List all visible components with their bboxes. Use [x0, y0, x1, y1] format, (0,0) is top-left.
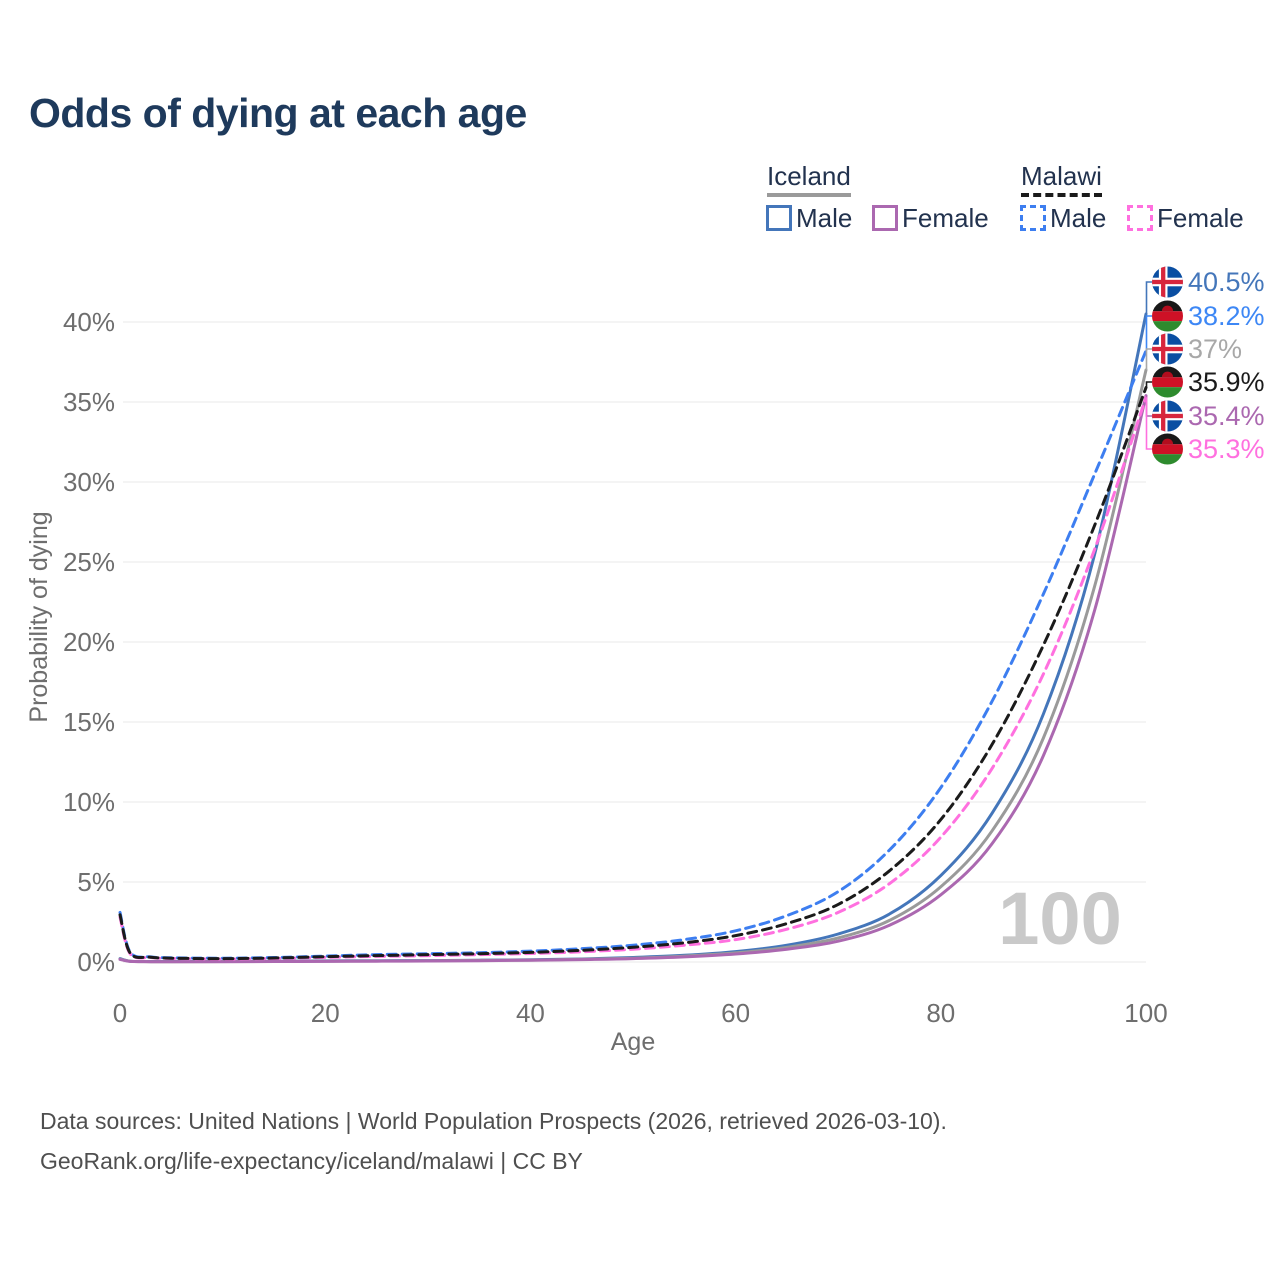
x-axis-title: Age	[611, 1028, 655, 1056]
iceland-male-swatch-icon	[766, 205, 792, 231]
malawi-female-swatch-icon	[1127, 205, 1153, 231]
x-tick-label: 80	[926, 998, 955, 1028]
x-tick-label: 100	[1124, 998, 1167, 1028]
iceland-flag-icon	[1152, 400, 1183, 432]
x-tick-label: 20	[311, 998, 340, 1028]
end-label-value: 38.2%	[1188, 301, 1265, 331]
end-label-connector	[1145, 381, 1152, 388]
series-line-iceland-female[interactable]	[118, 394, 1148, 964]
end-label-connector	[1145, 281, 1152, 314]
x-tick-label: 40	[516, 998, 545, 1028]
legend-item-label: Male	[1050, 203, 1107, 233]
end-label-value: 35.9%	[1188, 367, 1265, 397]
malawi-flag-icon	[1152, 433, 1183, 465]
malawi-flag-icon	[1152, 366, 1183, 398]
legend-item-malawi-female[interactable]: Female	[1127, 205, 1244, 231]
end-label-connector	[1145, 397, 1152, 450]
y-axis-title: Probability of dying	[25, 511, 53, 722]
y-tick-label: 0%	[77, 947, 115, 977]
footer-data-sources: Data sources: United Nations | World Pop…	[40, 1108, 947, 1134]
end-label-connector	[1145, 315, 1152, 351]
malawi-male-swatch-icon	[1020, 205, 1046, 231]
iceland-female-swatch-icon	[872, 205, 898, 231]
page-title: Odds of dying at each age	[29, 90, 527, 136]
series-line-malawi-female[interactable]	[118, 395, 1148, 961]
end-label-value: 40.5%	[1188, 267, 1265, 297]
legend-item-label: Female	[902, 203, 989, 233]
footer-attribution: GeoRank.org/life-expectancy/iceland/mala…	[40, 1148, 583, 1174]
y-tick-label: 25%	[63, 547, 115, 577]
legend-item-label: Male	[796, 203, 853, 233]
x-tick-label: 0	[113, 998, 127, 1028]
legend-group-malawi[interactable]: Malawi	[1021, 162, 1102, 197]
end-label-value: 37%	[1188, 334, 1242, 364]
legend-item-label: Female	[1157, 203, 1244, 233]
y-tick-label: 20%	[63, 627, 115, 657]
age-watermark: 100	[998, 877, 1121, 960]
legend-group-iceland[interactable]: Iceland	[767, 162, 851, 197]
end-label-connector	[1145, 395, 1152, 417]
legend-item-iceland-female[interactable]: Female	[872, 205, 989, 231]
series-line-iceland-both[interactable]	[118, 368, 1148, 964]
y-tick-label: 5%	[77, 867, 115, 897]
end-label-value: 35.3%	[1188, 434, 1265, 464]
y-tick-label: 35%	[63, 387, 115, 417]
x-tick-label: 60	[721, 998, 750, 1028]
end-label-connector	[1145, 348, 1152, 370]
legend-item-malawi-male[interactable]: Male	[1020, 205, 1106, 231]
iceland-flag-icon	[1152, 266, 1183, 298]
series-line-iceland-male[interactable]	[118, 312, 1148, 964]
end-label-value: 35.4%	[1188, 401, 1265, 431]
series-line-malawi-both[interactable]	[118, 386, 1148, 961]
y-tick-label: 40%	[63, 307, 115, 337]
series-line-malawi-male[interactable]	[118, 349, 1148, 960]
y-tick-label: 30%	[63, 467, 115, 497]
legend-item-iceland-male[interactable]: Male	[766, 205, 852, 231]
malawi-flag-icon	[1152, 300, 1183, 332]
y-tick-label: 10%	[63, 787, 115, 817]
iceland-flag-icon	[1152, 333, 1183, 365]
y-tick-label: 15%	[63, 707, 115, 737]
